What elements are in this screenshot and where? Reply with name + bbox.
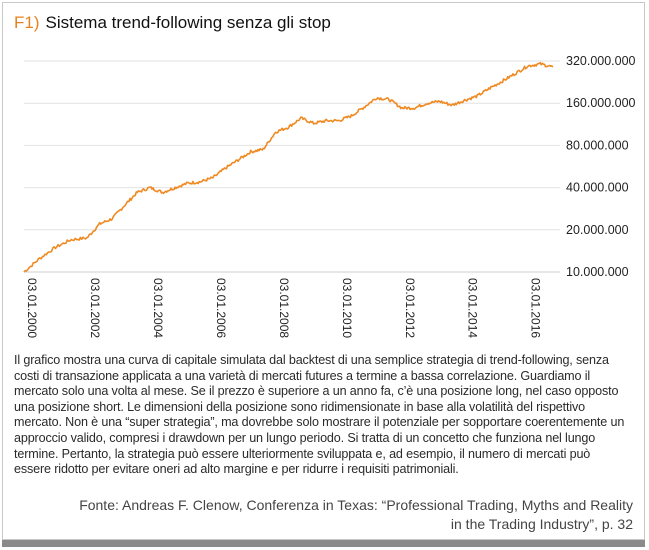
gridlines bbox=[24, 60, 560, 273]
title-text: Sistema trend-following senza gli stop bbox=[45, 13, 331, 32]
x-tick-label: 03.01.2008 bbox=[277, 278, 291, 338]
y-tick-label: 10.000.000 bbox=[566, 265, 629, 279]
x-tick-label: 03.01.2004 bbox=[151, 278, 165, 338]
y-axis-ticks: 10.000.000 20.000.000 40.000.000 80.000.000… bbox=[566, 54, 636, 279]
x-tick-label: 03.01.2014 bbox=[466, 278, 480, 338]
series-layer bbox=[23, 61, 554, 273]
y-tick-label: 160.000.000 bbox=[566, 96, 636, 110]
x-tick-label: 03.01.2000 bbox=[25, 278, 39, 338]
figure-frame bbox=[2, 2, 645, 540]
x-tick-label: 03.01.2012 bbox=[403, 278, 417, 338]
x-axis-ticks: 03.01.2000 03.01.2002 03.01.2004 03.01.2006… bbox=[25, 278, 543, 338]
y-tick-label: 80.000.000 bbox=[566, 138, 629, 152]
y-tick-label: 20.000.000 bbox=[566, 223, 629, 237]
x-tick-label: 03.01.2002 bbox=[88, 278, 102, 338]
x-tick-label: 03.01.2016 bbox=[529, 278, 543, 338]
line-chart: 10.000.000 20.000.000 40.000.000 80.000.000… bbox=[23, 54, 636, 338]
source-note: Fonte: Andreas F. Clenow, Conferenza in … bbox=[79, 497, 633, 532]
x-tick-label: 03.01.2010 bbox=[340, 278, 354, 338]
equity-curve-line bbox=[23, 61, 554, 273]
figure-number: F1) bbox=[14, 13, 40, 32]
chart-title: F1) Sistema trend-following senza gli sto… bbox=[14, 13, 331, 33]
chart-caption: Il grafico mostra una curva di capitale … bbox=[14, 353, 625, 477]
bottom-rule bbox=[2, 540, 645, 547]
y-tick-label: 40.000.000 bbox=[566, 181, 629, 195]
y-tick-label: 320.000.000 bbox=[566, 54, 636, 68]
x-tick-label: 03.01.2006 bbox=[214, 278, 228, 338]
